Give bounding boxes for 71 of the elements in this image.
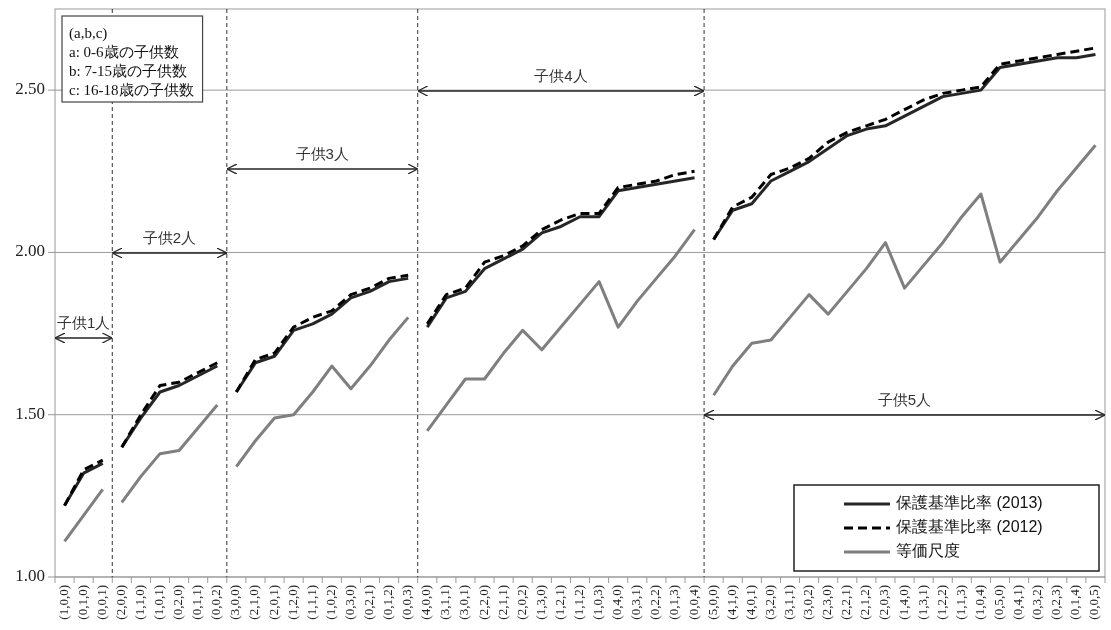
x-tick-label: (2,1,2) bbox=[857, 585, 873, 620]
x-tick-label: (0,1,0) bbox=[74, 585, 90, 620]
x-tick-label: (0,0,2) bbox=[208, 585, 224, 620]
x-tick-label: (2,0,2) bbox=[513, 585, 529, 620]
x-tick-label: (3,1,1) bbox=[437, 585, 453, 620]
x-tick-label: (2,0,1) bbox=[265, 585, 281, 620]
x-tick-label: (3,0,2) bbox=[800, 585, 816, 620]
x-tick-label: (4,0,1) bbox=[742, 585, 758, 620]
x-tick-label: (0,2,3) bbox=[1048, 585, 1064, 620]
x-tick-label: (0,2,1) bbox=[360, 585, 376, 620]
x-tick-label: (0,0,1) bbox=[93, 585, 109, 620]
x-tick-label: (0,3,1) bbox=[628, 585, 644, 620]
x-tick-label: (0,1,3) bbox=[666, 585, 682, 620]
x-tick-label: (1,0,3) bbox=[590, 585, 606, 620]
annotation: b: 7-15歳の子供数 bbox=[69, 63, 187, 79]
legend-label: 保護基準比率 (2013) bbox=[896, 494, 1043, 512]
x-tick-label: (0,2,2) bbox=[647, 585, 663, 620]
x-tick-label: (1,1,0) bbox=[131, 585, 147, 620]
x-tick-label: (1,2,1) bbox=[551, 585, 567, 620]
y-tick-label: 1.50 bbox=[15, 403, 45, 423]
x-tick-label: (0,3,2) bbox=[1029, 585, 1045, 620]
x-tick-label: (4,0,0) bbox=[418, 585, 434, 620]
annotation: 子供4人 bbox=[534, 67, 588, 84]
x-tick-label: (0,1,1) bbox=[189, 585, 205, 620]
x-tick-label: (1,0,1) bbox=[150, 585, 166, 620]
x-tick-label: (1,0,4) bbox=[971, 585, 987, 620]
x-tick-label: (1,0,0) bbox=[55, 585, 71, 620]
annotation: (a,b,c) bbox=[69, 25, 108, 42]
x-tick-label: (0,2,0) bbox=[170, 585, 186, 620]
x-tick-label: (3,1,1) bbox=[780, 585, 796, 620]
x-tick-label: (1,1,3) bbox=[952, 585, 968, 620]
legend-label: 保護基準比率 (2012) bbox=[896, 518, 1043, 536]
annotation: 子供5人 bbox=[877, 391, 932, 408]
y-tick-label: 1.00 bbox=[15, 565, 45, 585]
x-tick-label: (3,0,0) bbox=[227, 585, 243, 620]
x-tick-label: (2,1,0) bbox=[246, 585, 262, 620]
x-tick-label: (0,4,1) bbox=[1010, 585, 1026, 620]
x-tick-label: (1,3,1) bbox=[914, 585, 930, 620]
x-tick-label: (1,2,0) bbox=[284, 585, 300, 620]
x-tick-label: (2,3,0) bbox=[819, 585, 835, 620]
legend-label: 等価尺度 bbox=[896, 542, 960, 560]
x-tick-label: (0,5,0) bbox=[990, 585, 1006, 620]
x-tick-label: (0,0,3) bbox=[399, 585, 415, 620]
annotation: c: 16-18歳の子供数 bbox=[69, 82, 194, 98]
y-tick-label: 2.50 bbox=[15, 79, 45, 99]
x-tick-label: (0,1,4) bbox=[1067, 585, 1083, 620]
x-tick-label: (1,4,0) bbox=[895, 585, 911, 620]
x-tick-label: (1,0,2) bbox=[322, 585, 338, 620]
annotation: 子供2人 bbox=[142, 229, 197, 246]
x-tick-label: (1,1,1) bbox=[303, 585, 319, 620]
x-tick-label: (5,0,0) bbox=[704, 585, 720, 620]
annotation: a: 0-6歳の子供数 bbox=[69, 44, 179, 60]
x-tick-label: (0,0,4) bbox=[685, 585, 701, 620]
x-tick-label: (2,0,3) bbox=[876, 585, 892, 620]
x-tick-label: (0,1,2) bbox=[380, 585, 396, 620]
x-tick-label: (2,0,0) bbox=[112, 585, 128, 620]
annotation: 子供3人 bbox=[295, 145, 349, 162]
y-tick-label: 2.00 bbox=[15, 241, 45, 261]
x-tick-label: (1,3,0) bbox=[532, 585, 548, 620]
x-tick-label: (4,1,0) bbox=[723, 585, 739, 620]
x-tick-label: (0,3,0) bbox=[341, 585, 357, 620]
x-tick-label: (1,1,2) bbox=[570, 585, 586, 620]
x-tick-label: (0,4,0) bbox=[609, 585, 625, 620]
annotation: 子供1人 bbox=[56, 314, 111, 331]
x-tick-label: (2,2,1) bbox=[838, 585, 854, 620]
x-tick-label: (1,2,2) bbox=[933, 585, 949, 620]
x-tick-label: (2,2,0) bbox=[475, 585, 491, 620]
x-tick-label: (3,2,0) bbox=[761, 585, 777, 620]
x-tick-label: (3,0,1) bbox=[456, 585, 472, 620]
x-tick-label: (2,1,1) bbox=[494, 585, 510, 620]
x-tick-label: (0,0,5) bbox=[1086, 585, 1102, 620]
